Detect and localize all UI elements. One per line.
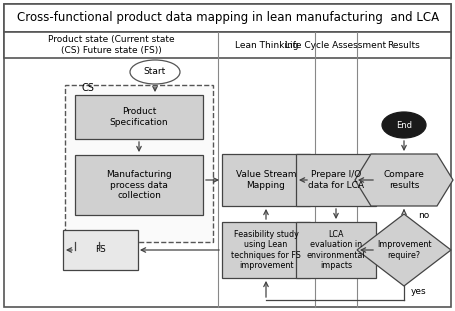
Text: Prepare I/O
data for LCA: Prepare I/O data for LCA — [308, 170, 364, 190]
Text: Compare
results: Compare results — [384, 170, 425, 190]
Text: Value Stream
Mapping: Value Stream Mapping — [236, 170, 296, 190]
Bar — [75, 95, 203, 139]
Ellipse shape — [382, 112, 426, 138]
Text: yes: yes — [411, 287, 427, 296]
Bar — [4, 32, 451, 58]
Polygon shape — [355, 154, 453, 206]
Text: Feasibility study
using Lean
techniques for FS
improvement: Feasibility study using Lean techniques … — [231, 230, 301, 270]
Text: Product state (Current state
(CS) Future state (FS)): Product state (Current state (CS) Future… — [48, 35, 174, 55]
Ellipse shape — [130, 60, 180, 84]
Bar — [4, 4, 451, 32]
Text: no: no — [419, 211, 430, 220]
Text: End: End — [396, 120, 412, 129]
Text: Results: Results — [388, 40, 420, 49]
Text: Improvement
require?: Improvement require? — [377, 240, 431, 260]
Text: Cross-functional product data mapping in lean manufacturing  and LCA: Cross-functional product data mapping in… — [17, 12, 439, 25]
Bar — [296, 222, 376, 278]
Bar — [222, 222, 310, 278]
Polygon shape — [357, 214, 451, 286]
Bar — [75, 155, 203, 215]
Text: Product
Specification: Product Specification — [110, 107, 168, 127]
Bar — [63, 230, 138, 270]
Bar — [65, 85, 213, 242]
Bar — [222, 154, 310, 206]
Text: Life Cycle Assessment: Life Cycle Assessment — [285, 40, 387, 49]
Bar — [296, 154, 376, 206]
Text: FS: FS — [95, 245, 106, 254]
Text: CS: CS — [81, 83, 95, 93]
Text: Lean Thinking: Lean Thinking — [235, 40, 298, 49]
Text: Start: Start — [144, 67, 166, 77]
Text: Manufacturing
process data
collection: Manufacturing process data collection — [106, 170, 172, 200]
Text: LCA
evaluation in
environmental
impacts: LCA evaluation in environmental impacts — [307, 230, 365, 270]
